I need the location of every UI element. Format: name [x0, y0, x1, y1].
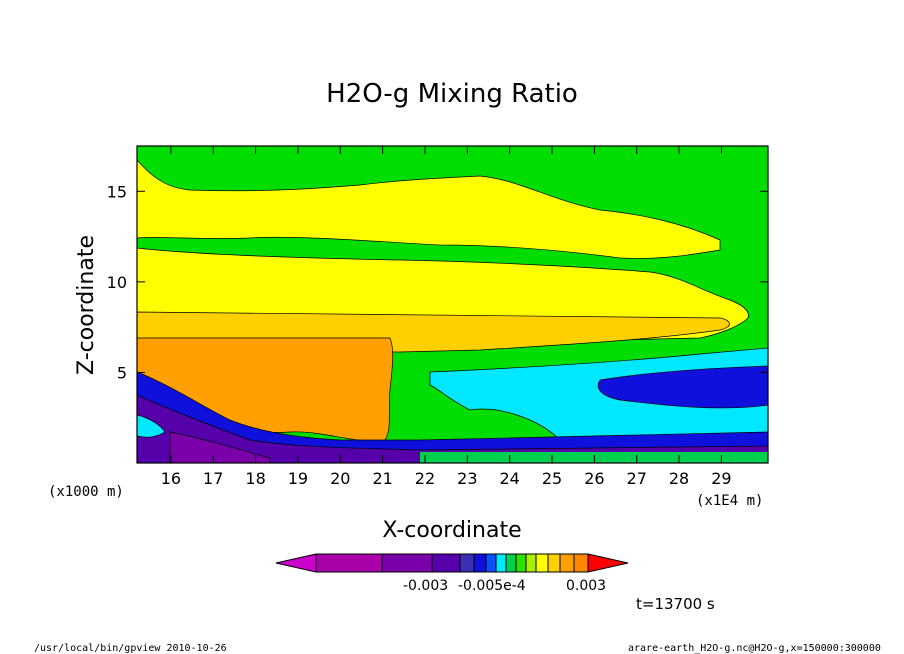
- x-tick-label: 21: [372, 469, 392, 488]
- colorbar-segment: [525, 553, 537, 573]
- x-units-right: (x1E4 m): [696, 493, 763, 509]
- colorbar-segment: [485, 553, 497, 573]
- y-tick-label: 5: [117, 363, 127, 382]
- x-axis-label: X-coordinate: [382, 518, 521, 543]
- colorbar-segment: [495, 553, 507, 573]
- colorbar-label-2: -0.005e-4: [458, 578, 526, 594]
- colorbar-segment: [473, 553, 487, 573]
- time-label: t=13700 s: [636, 595, 715, 613]
- contour-field: [137, 146, 768, 463]
- x-axis: 16 17 18 19 20 21 22 23 24 25 26 27 28 29: [161, 146, 732, 488]
- contour-yellow-upper: [137, 159, 721, 259]
- x-tick-label: 25: [542, 469, 562, 488]
- y-axis-label: Z-coordinate: [74, 235, 99, 375]
- contour-blue-left: [137, 371, 768, 463]
- y-tick-label: 15: [107, 182, 127, 201]
- x-tick-label: 24: [499, 469, 519, 488]
- colorbar-segment: [315, 553, 383, 573]
- x-tick-label: 17: [203, 469, 223, 488]
- chart-title: H2O-g Mixing Ratio: [326, 79, 578, 109]
- colorbar-segment: [515, 553, 527, 573]
- y-axis: 5 10 15: [107, 182, 768, 382]
- colorbar-arrow-high: [587, 553, 629, 573]
- x-tick-label: 23: [457, 469, 477, 488]
- x-tick-label: 18: [245, 469, 265, 488]
- contour-deep-purple: [169, 431, 271, 463]
- x-tick-label: 20: [330, 469, 350, 488]
- colorbar-segment: [381, 553, 433, 573]
- x-tick-label: 26: [584, 469, 604, 488]
- footer-left: /usr/local/bin/gpview 2010-10-26: [34, 643, 227, 654]
- x-tick-label: 19: [288, 469, 308, 488]
- y-tick-label: 10: [107, 273, 127, 292]
- colorbar-arrow-low: [275, 553, 317, 573]
- colorbar-segment: [459, 553, 475, 573]
- contour-blue-right: [597, 365, 768, 409]
- colorbar-label-1: -0.003: [403, 578, 448, 594]
- x-tick-label: 28: [669, 469, 689, 488]
- colorbar-segment: [431, 553, 461, 573]
- colorbar-segment: [535, 553, 549, 573]
- x-tick-label: 29: [711, 469, 731, 488]
- colorbar-segment: [559, 553, 575, 573]
- x-units-left: (x1000 m): [48, 484, 124, 500]
- x-tick-label: 22: [415, 469, 435, 488]
- contour-cyan-left: [137, 414, 166, 438]
- colorbar-segment: [505, 553, 517, 573]
- x-tick-label: 16: [161, 469, 181, 488]
- colorbar-label-3: 0.003: [566, 578, 606, 594]
- colorbar: [275, 553, 629, 573]
- colorbar-segment: [573, 553, 589, 573]
- contour-purple-lower: [137, 394, 768, 463]
- x-tick-label: 27: [627, 469, 647, 488]
- plot-frame: [136, 145, 769, 464]
- colorbar-segment: [547, 553, 561, 573]
- footer-right: arare-earth_H2O-g.nc@H2O-g,x=150000:3000…: [628, 643, 881, 654]
